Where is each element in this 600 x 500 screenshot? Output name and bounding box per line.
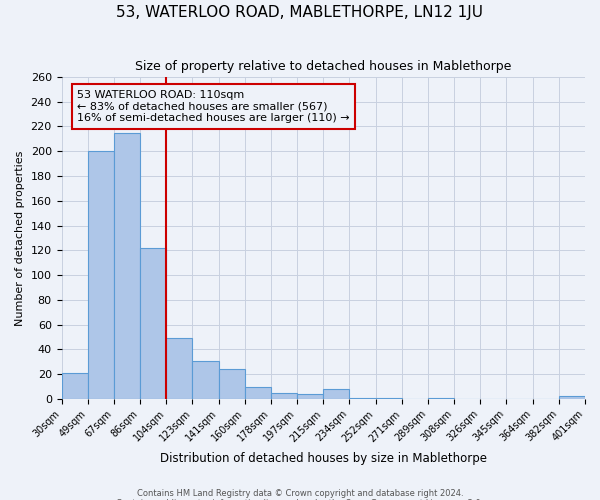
Bar: [559, 396, 585, 399]
Bar: [376, 398, 402, 399]
Title: Size of property relative to detached houses in Mablethorpe: Size of property relative to detached ho…: [135, 60, 511, 73]
Bar: [349, 398, 376, 399]
Bar: [245, 386, 271, 399]
Bar: [88, 152, 114, 399]
Y-axis label: Number of detached properties: Number of detached properties: [15, 150, 25, 326]
Text: Contains HM Land Registry data © Crown copyright and database right 2024.: Contains HM Land Registry data © Crown c…: [137, 488, 463, 498]
Text: 53 WATERLOO ROAD: 110sqm
← 83% of detached houses are smaller (567)
16% of semi-: 53 WATERLOO ROAD: 110sqm ← 83% of detach…: [77, 90, 350, 123]
X-axis label: Distribution of detached houses by size in Mablethorpe: Distribution of detached houses by size …: [160, 452, 487, 465]
Bar: [218, 369, 245, 399]
Bar: [62, 373, 88, 399]
Bar: [114, 132, 140, 399]
Text: Contains public sector information licensed under the Open Government Licence v.: Contains public sector information licen…: [116, 498, 484, 500]
Bar: [166, 338, 193, 399]
Text: 53, WATERLOO ROAD, MABLETHORPE, LN12 1JU: 53, WATERLOO ROAD, MABLETHORPE, LN12 1JU: [116, 5, 484, 20]
Bar: [297, 394, 323, 399]
Bar: [193, 360, 218, 399]
Bar: [140, 248, 166, 399]
Bar: [428, 398, 454, 399]
Bar: [271, 393, 297, 399]
Bar: [323, 389, 349, 399]
